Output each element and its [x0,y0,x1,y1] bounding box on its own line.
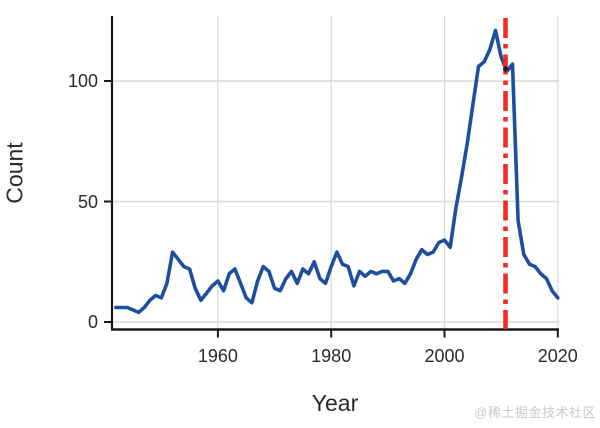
count-line-series [114,28,560,315]
x-tick-label: 1980 [311,345,352,366]
x-tick-label: 2020 [537,345,578,366]
x-axis-title: Year [311,390,359,416]
y-tick-label: 100 [67,71,98,91]
x-tick-label: 2000 [424,345,465,366]
watermark-text: @稀土掘金技术社区 [474,405,596,420]
y-tick-label: 50 [77,191,98,212]
x-tick-label: 1960 [197,345,238,366]
cursor-artifact [502,65,509,73]
y-tick-label: 0 [87,312,98,332]
y-axis-title: Count [1,142,28,204]
